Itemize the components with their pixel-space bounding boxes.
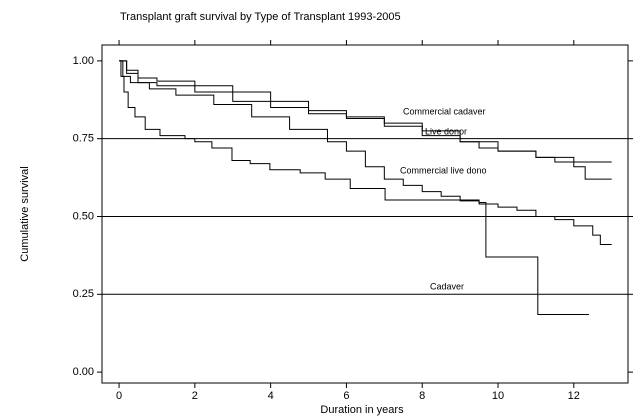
y-tick-label: 1.00: [73, 55, 94, 67]
y-tick-label: 0.25: [73, 288, 94, 300]
curve-label: Live donor: [425, 126, 467, 136]
y-tick-label: 0.50: [73, 210, 94, 222]
plot-frame: [101, 44, 629, 384]
survival-curve: [119, 60, 612, 163]
survival-curve: [119, 60, 612, 180]
x-tick-label: 2: [192, 390, 198, 402]
chart-title: Transplant graft survival by Type of Tra…: [120, 11, 401, 23]
x-tick-label: 4: [268, 390, 274, 402]
x-tick-label: 8: [419, 390, 425, 402]
curve-label: Cadaver: [430, 281, 464, 291]
survival-curve: [119, 60, 589, 316]
x-axis-label: Duration in years: [320, 404, 404, 416]
survival-curve: [119, 60, 612, 246]
y-axis-label: Cumulative survival: [19, 166, 31, 261]
curve-label: Commercial cadaver: [403, 106, 486, 116]
x-tick-label: 0: [116, 390, 122, 402]
x-tick-label: 6: [343, 390, 349, 402]
x-tick-label: 12: [568, 390, 580, 402]
x-tick-label: 10: [492, 390, 504, 402]
y-tick-label: 0.00: [73, 366, 94, 378]
y-tick-label: 0.75: [73, 133, 94, 145]
curve-label: Commercial live dono: [400, 165, 487, 175]
